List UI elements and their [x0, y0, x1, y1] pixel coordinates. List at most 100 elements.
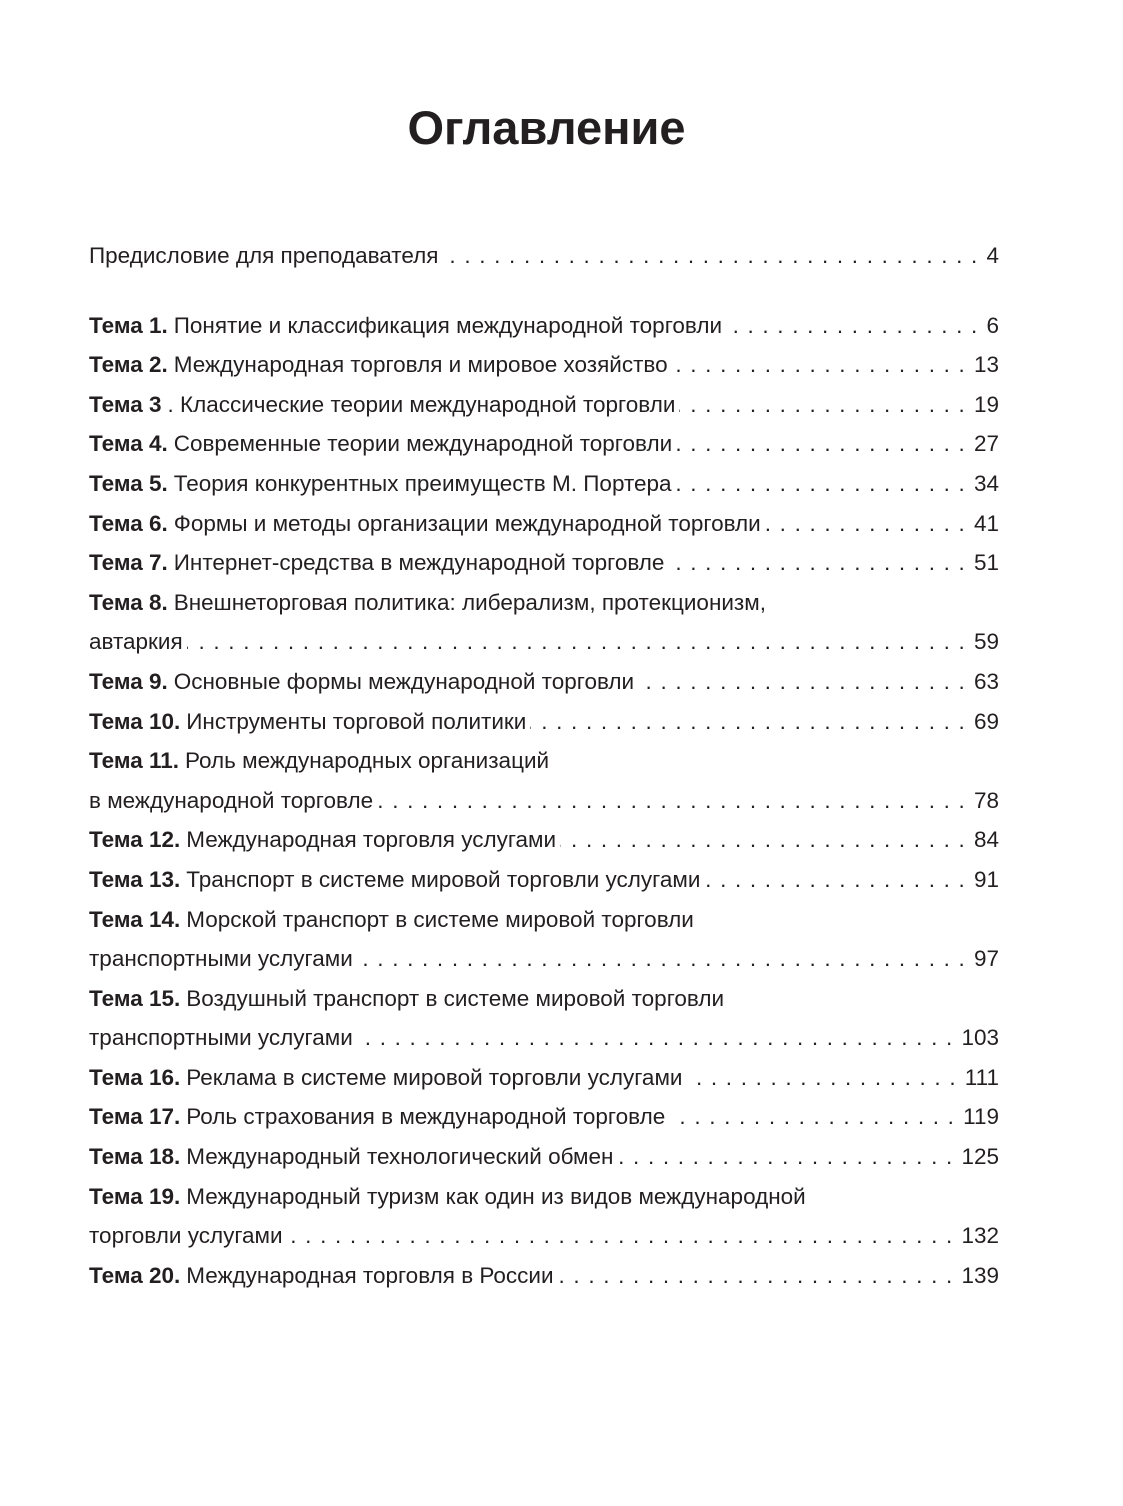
entry-label: Тема 18.	[89, 1144, 181, 1170]
toc-entry-continuation[interactable]: в международной торговле 78	[89, 781, 999, 821]
toc-entry[interactable]: Тема 3. Классические теории международно…	[89, 385, 999, 425]
entry-title: Теория конкурентных преимуществ М. Порте…	[173, 470, 672, 496]
page-number: 34	[973, 470, 999, 496]
entry-title: Интернет-средства в международной торгов…	[173, 550, 665, 576]
entry-title: Воздушный транспорт в системе мировой то…	[186, 985, 725, 1011]
entry-title-continuation: торговли услугами	[89, 1223, 283, 1249]
page-number: 97	[973, 946, 999, 972]
dot-leader	[357, 1018, 954, 1058]
dot-leader	[676, 464, 966, 504]
page-number: 69	[973, 708, 999, 734]
page-number: 103	[961, 1025, 999, 1051]
page-number: 27	[973, 431, 999, 457]
page-number: 139	[961, 1262, 999, 1288]
entry-label: Тема 20.	[89, 1262, 181, 1288]
page-number: 78	[973, 787, 999, 813]
toc-entry[interactable]: Тема 11. Роль международных организаций	[89, 741, 999, 781]
page-number: 132	[961, 1223, 999, 1249]
entry-label: Тема 3	[89, 391, 162, 417]
entry-title: Современные теории международной торговл…	[173, 431, 673, 457]
entry-title: . Классические теории международной торг…	[167, 391, 676, 417]
toc-entry[interactable]: Тема 2. Международная торговля и мировое …	[89, 345, 999, 385]
entry-title: Роль международных организаций	[185, 748, 550, 774]
page-number: 111	[964, 1064, 999, 1090]
entry-title: Транспорт в системе мировой торговли усл…	[186, 866, 701, 892]
toc-entry[interactable]: Тема 20.Международная торговля в России 1…	[89, 1256, 999, 1296]
dot-leader	[530, 702, 966, 742]
dot-leader	[669, 1097, 955, 1137]
toc-entry[interactable]: Тема 14. Морской транспорт в системе миро…	[89, 900, 999, 940]
entry-label: Тема 12.	[89, 827, 181, 853]
toc-entry[interactable]: Тема 10.Инструменты торговой политики 69	[89, 702, 999, 742]
dot-leader	[765, 504, 966, 544]
page-number: 125	[961, 1144, 999, 1170]
entry-label: Тема 16.	[89, 1064, 181, 1090]
toc-entry-continuation[interactable]: транспортными услугами 103	[89, 1018, 999, 1058]
dot-leader	[726, 306, 978, 346]
entry-title: Основные формы международной торговли	[173, 668, 635, 694]
table-of-contents: Предисловие для преподавателя 4 Тема 1.П…	[89, 236, 999, 1295]
entry-label: Тема 6.	[89, 510, 168, 536]
entry-label: Тема 14.	[89, 906, 181, 932]
dot-leader	[672, 345, 966, 385]
entry-label: Тема 8.	[89, 589, 168, 615]
toc-entry[interactable]: Тема 17. Роль страхования в международной…	[89, 1097, 999, 1137]
entry-label: Тема 7.	[89, 550, 168, 576]
entry-title: Международная торговля и мировое хозяйст…	[173, 352, 668, 378]
dot-leader	[704, 860, 966, 900]
entry-title: Роль страхования в международной торговл…	[186, 1104, 666, 1130]
toc-entry[interactable]: Тема 16. Реклама в системе мировой торгов…	[89, 1058, 999, 1098]
dot-leader	[287, 1216, 954, 1256]
toc-entry[interactable]: Тема 18. Международный технологический об…	[89, 1137, 999, 1177]
entry-label: Тема 15.	[89, 985, 181, 1011]
toc-entry[interactable]: Тема 1. Понятие и классификация междунаро…	[89, 306, 999, 346]
page-title: Оглавление	[407, 101, 686, 154]
toc-entry-continuation[interactable]: торговли услугами 132	[89, 1216, 999, 1256]
toc-entry[interactable]: Тема 15. Воздушный транспорт в системе ми…	[89, 979, 999, 1019]
entry-title: Предисловие для преподавателя	[89, 243, 439, 268]
toc-entry-continuation[interactable]: автаркия 59	[89, 622, 999, 662]
entry-title: Реклама в системе мировой торговли услуг…	[186, 1064, 683, 1090]
dot-leader	[442, 236, 978, 276]
toc-entry[interactable]: Тема 7. Интернет-средства в международной…	[89, 543, 999, 583]
page-number: 91	[973, 866, 999, 892]
entry-label: Тема 11.	[89, 748, 179, 774]
entry-label: Тема 17.	[89, 1104, 181, 1130]
entry-label: Тема 5.	[89, 470, 168, 496]
dot-leader	[668, 543, 966, 583]
toc-entry[interactable]: Тема 12.Международная торговля услугами 8…	[89, 820, 999, 860]
toc-entry[interactable]: Тема 19. Международный туризм как один из…	[89, 1177, 999, 1217]
toc-entry[interactable]: Тема 6. Формы и методы организации междун…	[89, 504, 999, 544]
entry-title: Международная торговля в России	[186, 1262, 554, 1288]
entry-label: Тема 1.	[89, 312, 168, 338]
entry-title: Формы и методы организации международной…	[173, 510, 761, 536]
toc-entry-preface[interactable]: Предисловие для преподавателя 4	[89, 236, 999, 276]
entry-title-continuation: в международной торговле	[89, 787, 374, 813]
dot-leader	[377, 781, 966, 821]
entry-label: Тема 4.	[89, 431, 168, 457]
page-number: 13	[973, 352, 999, 378]
entry-label: Тема 19.	[89, 1183, 181, 1209]
dot-leader	[187, 622, 966, 662]
toc-entry-continuation[interactable]: транспортными услугами 97	[89, 939, 999, 979]
toc-entry[interactable]: Тема 8. Внешнеторговая политика: либерали…	[89, 583, 999, 623]
dot-leader	[687, 1058, 957, 1098]
toc-entry[interactable]: Тема 5. Теория конкурентных преимуществ М…	[89, 464, 999, 504]
page-number: 119	[963, 1104, 999, 1130]
toc-entry[interactable]: Тема 13. Транспорт в системе мировой торг…	[89, 860, 999, 900]
dot-leader	[638, 662, 966, 702]
entry-title-continuation: транспортными услугами	[89, 1025, 353, 1051]
toc-entry[interactable]: Тема 9. Основные формы международной торг…	[89, 662, 999, 702]
toc-entry[interactable]: Тема 4. Современные теории международной …	[89, 424, 999, 464]
entry-title: Понятие и классификация международной то…	[173, 312, 723, 338]
entry-title: Международный технологический обмен	[186, 1144, 614, 1170]
entry-title: Внешнеторговая политика: либерализм, про…	[173, 589, 766, 615]
entry-label: Тема 2.	[89, 352, 168, 378]
entry-title: Морской транспорт в системе мировой торг…	[186, 906, 694, 932]
entry-label: Тема 13.	[89, 866, 181, 892]
dot-leader	[679, 385, 966, 425]
entry-title: Международная торговля услугами	[186, 827, 557, 853]
entry-title-continuation: транспортными услугами	[89, 946, 353, 972]
page-number: 63	[973, 668, 999, 694]
dot-leader	[676, 424, 966, 464]
